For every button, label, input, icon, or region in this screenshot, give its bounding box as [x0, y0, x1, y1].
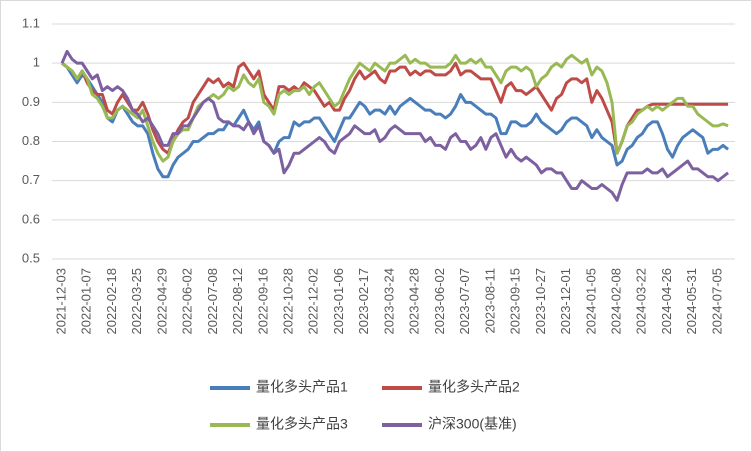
x-tick-label: 2022-01-07 [79, 268, 94, 335]
x-tick-label: 2022-07-08 [205, 268, 220, 335]
x-tick-label: 2023-09-15 [508, 268, 523, 335]
x-tick-label: 2022-04-29 [154, 268, 169, 335]
series-line [61, 53, 729, 163]
x-tick-label: 2023-10-27 [533, 268, 548, 335]
y-tick-label: 1 [33, 55, 40, 70]
x-tick-label: 2023-07-07 [457, 268, 472, 335]
x-tick-label: 2022-03-25 [129, 268, 144, 335]
x-tick-label: 2024-02-08 [608, 268, 623, 335]
x-tick-label: 2024-03-22 [634, 268, 649, 335]
x-tick-label: 2022-06-02 [180, 268, 195, 335]
x-tick-label: 2022-08-12 [230, 268, 245, 335]
series-line [60, 49, 729, 202]
y-tick-label: 0.7 [22, 172, 40, 187]
x-tick-label: 2022-10-28 [281, 268, 296, 335]
x-tick-label: 2022-12-02 [306, 268, 321, 335]
x-tick-label: 2024-01-05 [583, 268, 598, 335]
x-tick-label: 2022-02-18 [104, 268, 119, 335]
legend-label: 沪深300(基准) [428, 416, 517, 432]
x-tick-label: 2023-08-11 [482, 268, 497, 334]
y-tick-label: 0.6 [22, 211, 40, 226]
x-tick-label: 2023-06-02 [432, 268, 447, 335]
legend-label: 量化多头产品3 [256, 416, 348, 432]
x-tick-label: 2024-04-26 [659, 268, 674, 335]
legend-label: 量化多头产品1 [256, 379, 348, 395]
y-tick-label: 0.8 [22, 133, 40, 148]
x-tick-label: 2023-02-17 [356, 268, 371, 335]
x-tick-label: 2021-12-03 [53, 268, 68, 335]
x-tick-label: 2023-03-24 [381, 268, 396, 335]
series-line [61, 61, 729, 179]
x-tick-label: 2023-12-01 [558, 268, 573, 335]
x-tick-label: 2023-01-06 [331, 268, 346, 335]
x-tick-label: 2024-07-05 [709, 268, 724, 335]
y-tick-label: 1.1 [22, 15, 40, 30]
x-tick-label: 2023-04-28 [407, 268, 422, 335]
x-tick-label: 2022-09-16 [255, 268, 270, 335]
legend-label: 量化多头产品2 [428, 379, 520, 395]
y-tick-label: 0.9 [22, 94, 40, 109]
y-tick-label: 0.5 [22, 250, 40, 265]
x-tick-label: 2024-05-31 [684, 268, 699, 335]
